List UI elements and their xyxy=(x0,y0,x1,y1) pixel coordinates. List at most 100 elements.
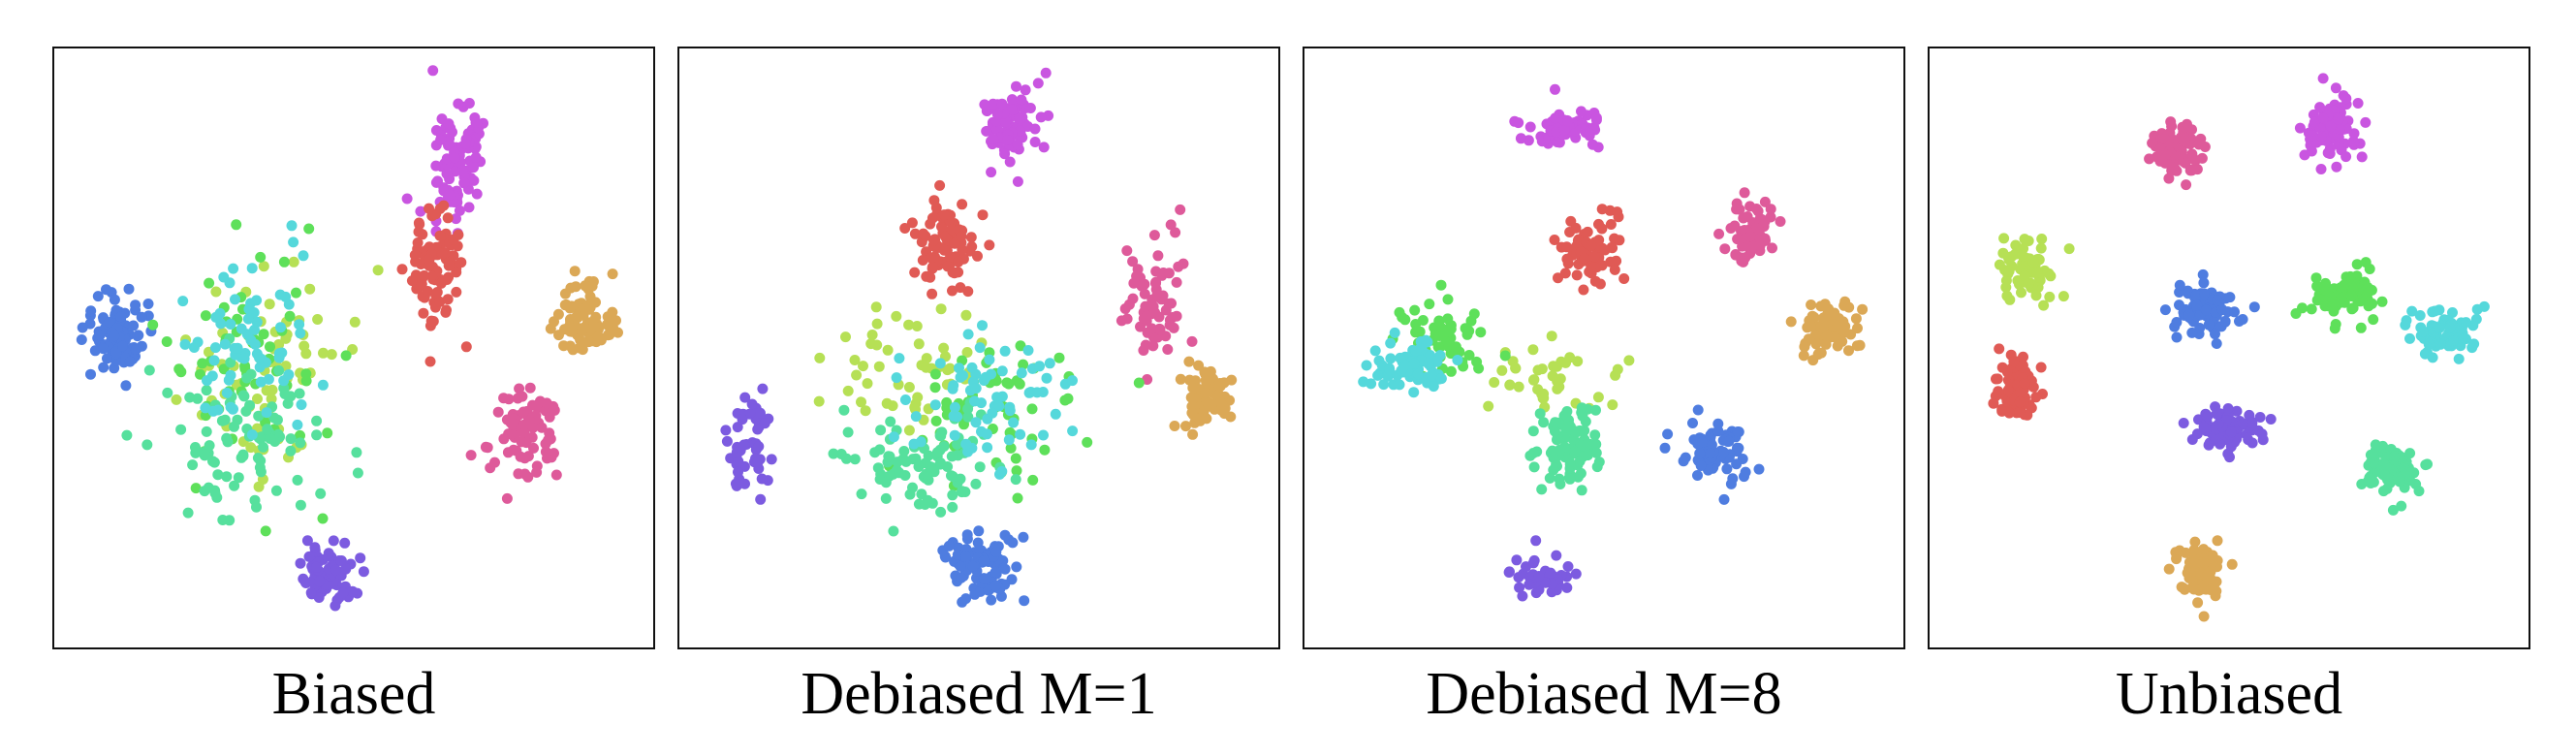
scatter-point xyxy=(2417,326,2429,337)
scatter-point xyxy=(909,267,921,278)
scatter-point xyxy=(1426,369,1437,381)
scatter-point xyxy=(582,283,594,295)
scatter-point xyxy=(873,361,885,372)
scatter-point xyxy=(1589,429,1601,441)
scatter-point xyxy=(948,380,959,392)
scatter-point xyxy=(313,592,325,603)
scatter-point xyxy=(1463,350,1475,361)
scatter-point xyxy=(1142,374,1153,385)
scatter-point xyxy=(311,429,323,441)
scatter-point xyxy=(1991,373,2001,385)
scatter-point xyxy=(978,555,990,566)
scatter-point xyxy=(2178,583,2189,594)
scatter-point xyxy=(982,442,993,454)
scatter-point xyxy=(2309,116,2320,128)
scatter-point xyxy=(949,401,960,413)
scatter-point xyxy=(1561,406,1573,417)
scatter-point xyxy=(977,209,989,221)
scatter-point xyxy=(1550,112,1561,124)
scatter-point xyxy=(1527,425,1539,437)
scatter-point xyxy=(201,385,212,396)
scatter-point xyxy=(814,352,826,363)
scatter-point xyxy=(291,287,301,299)
scatter-point xyxy=(2434,304,2445,316)
scatter-point xyxy=(1394,379,1405,391)
scatter-point xyxy=(296,399,307,410)
scatter-point xyxy=(912,392,924,403)
scatter-point xyxy=(1004,405,1016,417)
scatter-point xyxy=(502,447,514,458)
scatter-point xyxy=(2183,309,2195,321)
scatter-point xyxy=(279,389,291,399)
scatter-point xyxy=(1993,386,2004,397)
scatter-point xyxy=(339,537,351,549)
scatter-point xyxy=(1538,393,1550,404)
scatter-point xyxy=(999,148,1011,160)
scatter-point xyxy=(417,229,428,240)
scatter-point xyxy=(1358,376,1369,388)
scatter-point xyxy=(1489,377,1500,388)
scatter-point xyxy=(2404,448,2416,459)
scatter-point xyxy=(2329,323,2340,334)
scatter-point xyxy=(1423,358,1434,369)
scatter-point xyxy=(835,449,847,459)
scatter-point xyxy=(171,394,182,405)
scatter-point xyxy=(1044,358,1055,369)
scatter-point xyxy=(1559,268,1571,279)
scatter-point xyxy=(221,387,233,398)
scatter-point xyxy=(1550,417,1561,428)
scatter-point xyxy=(98,362,110,373)
scatter-point xyxy=(752,457,764,468)
scatter-point xyxy=(1200,388,1211,398)
scatter-point xyxy=(273,352,285,363)
scatter-point xyxy=(611,315,621,327)
scatter-point xyxy=(1582,450,1593,461)
scatter-point xyxy=(1029,137,1041,147)
scatter-point xyxy=(1175,204,1186,215)
scatter-point xyxy=(1389,327,1400,338)
scatter-point xyxy=(2297,302,2308,314)
scatter-point xyxy=(2333,132,2344,143)
scatter-point xyxy=(451,213,461,225)
scatter-point xyxy=(899,394,911,405)
scatter-point xyxy=(1165,219,1177,231)
scatter-point xyxy=(928,195,940,206)
scatter-point xyxy=(1011,80,1021,92)
scatter-point xyxy=(913,461,925,472)
scatter-point xyxy=(2030,290,2042,301)
scatter-point xyxy=(1186,335,1198,347)
scatter-point xyxy=(2413,486,2425,497)
scatter-point xyxy=(2030,392,2042,403)
scatter-point xyxy=(252,394,263,404)
scatter-point xyxy=(1424,299,1435,310)
scatter-point xyxy=(578,337,589,349)
scatter-point xyxy=(1015,428,1026,440)
scatter-point xyxy=(517,391,528,402)
scatter-point xyxy=(1561,253,1573,265)
scatter-point xyxy=(124,356,136,367)
scatter-point xyxy=(2199,142,2211,152)
scatter-point xyxy=(1121,313,1133,325)
scatter-point xyxy=(2427,352,2438,363)
scatter-point xyxy=(1016,367,1027,379)
scatter-point xyxy=(1193,360,1205,371)
scatter-point xyxy=(927,262,938,272)
scatter-point xyxy=(2396,500,2407,512)
scatter-point xyxy=(961,347,973,358)
scatter-point xyxy=(2246,418,2258,429)
scatter-point xyxy=(195,368,205,380)
scatter-point xyxy=(419,269,430,281)
scatter-point xyxy=(258,441,268,453)
scatter-point xyxy=(928,235,939,246)
scatter-point xyxy=(1026,403,1038,415)
scatter-point xyxy=(424,203,434,214)
scatter-point xyxy=(303,223,315,235)
scatter-point xyxy=(219,338,231,350)
scatter-point xyxy=(177,296,189,307)
scatter-point xyxy=(970,417,982,428)
scatter-point xyxy=(187,459,199,471)
scatter-point xyxy=(2360,257,2372,268)
scatter-point xyxy=(1187,428,1199,440)
scatter-point xyxy=(917,255,928,266)
scatter-point xyxy=(161,336,173,347)
